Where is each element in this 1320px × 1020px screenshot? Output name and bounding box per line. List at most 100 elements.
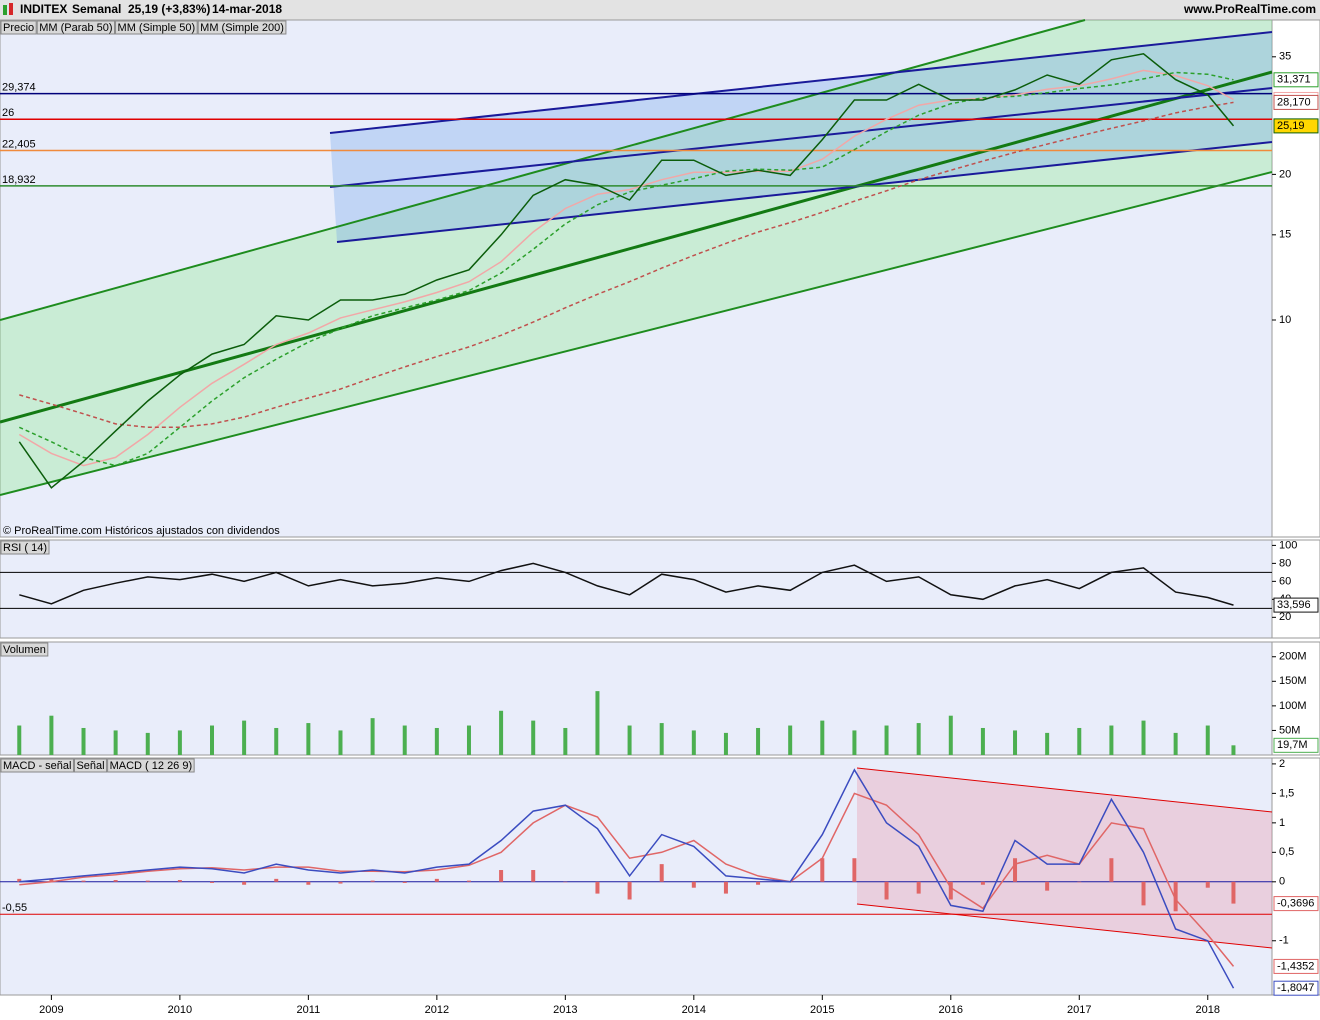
bar bbox=[499, 870, 504, 882]
bar bbox=[210, 881, 214, 883]
bar bbox=[49, 878, 54, 882]
quote: 25,19 (+3,83%) bbox=[128, 2, 210, 16]
last-value-box bbox=[1273, 958, 1319, 974]
y-tick-label: 100M bbox=[1279, 700, 1307, 712]
y-tick-label: 80 bbox=[1279, 557, 1291, 569]
series-line bbox=[18, 52, 1235, 489]
series-line bbox=[19, 562, 1234, 606]
bar bbox=[1205, 881, 1210, 888]
x-tick-label: 2018 bbox=[1196, 1004, 1220, 1016]
series-line bbox=[19, 101, 1234, 429]
bar bbox=[1045, 732, 1050, 755]
channel-line bbox=[0, 70, 1273, 424]
bar bbox=[1077, 727, 1082, 755]
last-value-box bbox=[1273, 118, 1319, 134]
bar bbox=[1173, 732, 1178, 755]
level-label: -0,55 bbox=[2, 902, 27, 914]
bar bbox=[1141, 720, 1146, 755]
period: Semanal bbox=[72, 2, 121, 16]
last-value-box bbox=[1273, 94, 1319, 110]
bar bbox=[852, 858, 857, 882]
last-value-label: 25,19 bbox=[1277, 120, 1305, 132]
bar bbox=[145, 732, 150, 755]
bar bbox=[916, 881, 921, 894]
legend-entry: Volumen bbox=[3, 644, 46, 656]
bar bbox=[723, 732, 728, 755]
bar bbox=[884, 881, 889, 900]
y-tick-label: 15 bbox=[1279, 229, 1291, 241]
bar bbox=[659, 723, 664, 755]
bar bbox=[788, 725, 793, 755]
axis-background bbox=[1271, 539, 1320, 639]
bar bbox=[1173, 881, 1178, 912]
bar bbox=[659, 864, 664, 882]
bar bbox=[113, 730, 118, 755]
series-line bbox=[19, 768, 1235, 989]
bar bbox=[81, 880, 86, 882]
panel-background bbox=[0, 539, 1273, 639]
bar bbox=[466, 880, 471, 882]
bar bbox=[81, 727, 86, 755]
legend-box bbox=[73, 758, 108, 773]
legend-box bbox=[115, 20, 198, 35]
legend-box bbox=[36, 20, 116, 35]
header-bar bbox=[0, 0, 1320, 20]
channel-line bbox=[336, 141, 1273, 243]
bar bbox=[980, 881, 985, 885]
series-line bbox=[18, 69, 1234, 467]
bar bbox=[210, 725, 214, 755]
x-tick-label: 2013 bbox=[553, 1004, 577, 1016]
bar bbox=[17, 878, 22, 882]
legend-entry: Precio bbox=[3, 22, 34, 34]
legend-box bbox=[0, 758, 74, 773]
y-tick-label: 50M bbox=[1279, 724, 1300, 736]
y-tick-label: 60 bbox=[1279, 575, 1291, 587]
y-tick-label: 0,5 bbox=[1279, 846, 1294, 858]
bar bbox=[402, 881, 407, 883]
bar bbox=[338, 881, 343, 884]
bar bbox=[1231, 881, 1236, 904]
bar bbox=[177, 730, 182, 755]
bar bbox=[274, 727, 279, 755]
bar bbox=[402, 725, 407, 755]
x-tick-label: 2012 bbox=[425, 1004, 449, 1016]
bar bbox=[723, 881, 728, 894]
bar bbox=[306, 881, 311, 885]
y-tick-label: 10 bbox=[1279, 314, 1291, 326]
bar bbox=[434, 727, 439, 755]
series-line bbox=[18, 71, 1234, 467]
date: 14-mar-2018 bbox=[212, 2, 282, 16]
bar bbox=[242, 881, 247, 885]
bar bbox=[466, 725, 471, 755]
bar bbox=[338, 730, 343, 755]
bar bbox=[980, 727, 985, 755]
bar bbox=[756, 881, 761, 885]
channel-line bbox=[329, 31, 1273, 134]
bar bbox=[916, 723, 921, 755]
y-tick-label: 1,5 bbox=[1279, 787, 1294, 799]
bar bbox=[242, 720, 247, 755]
last-value-box bbox=[1273, 896, 1319, 912]
level-label: 29,374 bbox=[2, 82, 36, 94]
bar bbox=[531, 870, 536, 882]
bar bbox=[691, 881, 696, 888]
bar bbox=[145, 880, 150, 882]
x-tick-label: 2010 bbox=[168, 1004, 192, 1016]
y-tick-label: 20 bbox=[1279, 611, 1291, 623]
panel-background bbox=[0, 641, 1273, 756]
channels bbox=[0, 19, 1273, 949]
symbol: INDITEX bbox=[20, 2, 67, 16]
bar bbox=[434, 878, 439, 882]
y-tick-label: 35 bbox=[1279, 51, 1291, 63]
site: www.ProRealTime.com bbox=[1183, 2, 1316, 16]
bar bbox=[627, 881, 632, 900]
bar bbox=[17, 725, 22, 755]
bar bbox=[113, 880, 118, 882]
bar bbox=[1205, 725, 1210, 755]
legend-entry: MM (Simple 200) bbox=[200, 22, 284, 34]
legend-entry: RSI ( 14) bbox=[3, 542, 47, 554]
x-tick-label: 2009 bbox=[39, 1004, 63, 1016]
legend-entry: MACD ( 12 26 9) bbox=[110, 760, 193, 772]
bar bbox=[948, 715, 953, 755]
bar bbox=[595, 691, 600, 755]
